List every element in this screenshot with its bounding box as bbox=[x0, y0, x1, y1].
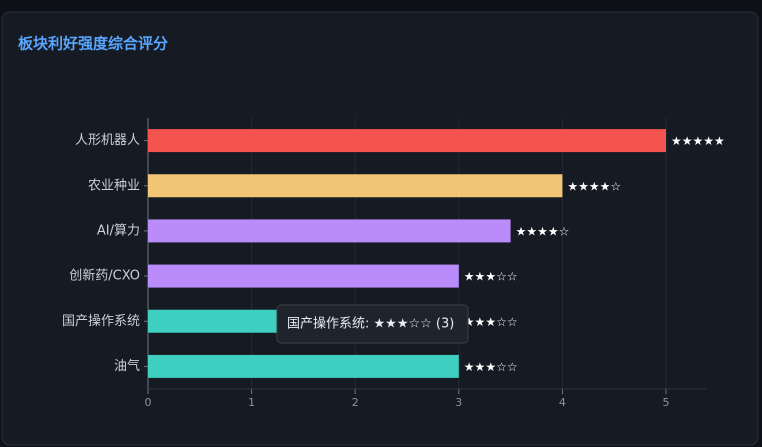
y-tick-label: AI/算力 bbox=[97, 223, 140, 238]
x-tick-label: 1 bbox=[248, 396, 255, 409]
x-tick-label: 2 bbox=[352, 396, 359, 409]
value-label: ★★★☆☆ bbox=[464, 270, 518, 284]
tooltip-box bbox=[276, 304, 469, 344]
value-label: ★★★☆☆ bbox=[464, 315, 518, 329]
bar bbox=[148, 264, 459, 288]
y-tick-label: 油气 bbox=[114, 358, 140, 374]
value-label: ★★★★☆ bbox=[567, 179, 621, 193]
tooltip-text: 国产操作系统: ★★★☆☆ (3) bbox=[287, 316, 454, 332]
x-tick-label: 4 bbox=[559, 396, 566, 409]
bar bbox=[148, 174, 563, 198]
y-tick-label: 农业种业 bbox=[88, 178, 140, 193]
x-tick-label: 5 bbox=[663, 396, 670, 409]
chart-title: 板块利好强度综合评分 bbox=[18, 35, 168, 53]
value-label: ★★★★☆ bbox=[516, 224, 570, 238]
y-tick-label: 创新药/CXO bbox=[69, 268, 140, 284]
y-tick-label: 人形机器人 bbox=[75, 133, 140, 148]
x-tick-label: 3 bbox=[455, 396, 462, 409]
x-tick-label: 0 bbox=[145, 396, 152, 409]
value-label: ★★★★★ bbox=[671, 134, 725, 148]
bar bbox=[148, 219, 511, 243]
bar bbox=[148, 354, 459, 378]
bar bbox=[148, 129, 666, 153]
y-tick-label: 国产操作系统 bbox=[62, 313, 140, 329]
value-label: ★★★☆☆ bbox=[464, 360, 518, 374]
